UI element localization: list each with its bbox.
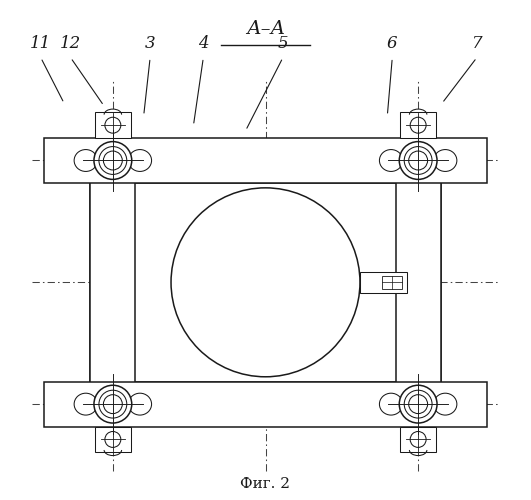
Circle shape	[99, 146, 127, 174]
Ellipse shape	[129, 150, 151, 172]
Ellipse shape	[434, 150, 457, 172]
Ellipse shape	[380, 150, 402, 172]
Ellipse shape	[129, 393, 151, 415]
Circle shape	[404, 390, 432, 418]
Bar	[95, 426, 131, 452]
Text: Фиг. 2: Фиг. 2	[241, 476, 290, 490]
Circle shape	[171, 188, 360, 377]
Text: 5: 5	[278, 35, 288, 52]
Text: 3: 3	[145, 35, 156, 52]
Ellipse shape	[434, 393, 457, 415]
Circle shape	[104, 151, 122, 170]
Text: 6: 6	[387, 35, 398, 52]
Bar	[360, 272, 407, 293]
Circle shape	[409, 394, 427, 413]
Circle shape	[105, 432, 121, 448]
Circle shape	[409, 151, 427, 170]
Circle shape	[404, 146, 432, 174]
Bar	[95, 112, 131, 138]
Circle shape	[410, 432, 426, 448]
Text: 11: 11	[30, 35, 52, 52]
Ellipse shape	[74, 393, 97, 415]
Circle shape	[94, 385, 132, 423]
Circle shape	[104, 394, 122, 413]
Circle shape	[105, 117, 121, 133]
Text: А–А: А–А	[246, 20, 285, 38]
Ellipse shape	[74, 150, 97, 172]
Text: 12: 12	[60, 35, 81, 52]
Bar	[400, 112, 436, 138]
Circle shape	[410, 117, 426, 133]
Text: 4: 4	[198, 35, 209, 52]
Circle shape	[99, 390, 127, 418]
Bar	[382, 276, 402, 289]
Bar	[396, 140, 441, 419]
Circle shape	[399, 385, 437, 423]
Bar	[44, 382, 487, 426]
Text: 7: 7	[472, 35, 482, 52]
Circle shape	[399, 142, 437, 180]
Bar	[400, 426, 436, 452]
Bar	[44, 138, 487, 183]
Bar	[90, 140, 135, 419]
Ellipse shape	[380, 393, 402, 415]
Circle shape	[94, 142, 132, 180]
Bar	[90, 183, 441, 382]
